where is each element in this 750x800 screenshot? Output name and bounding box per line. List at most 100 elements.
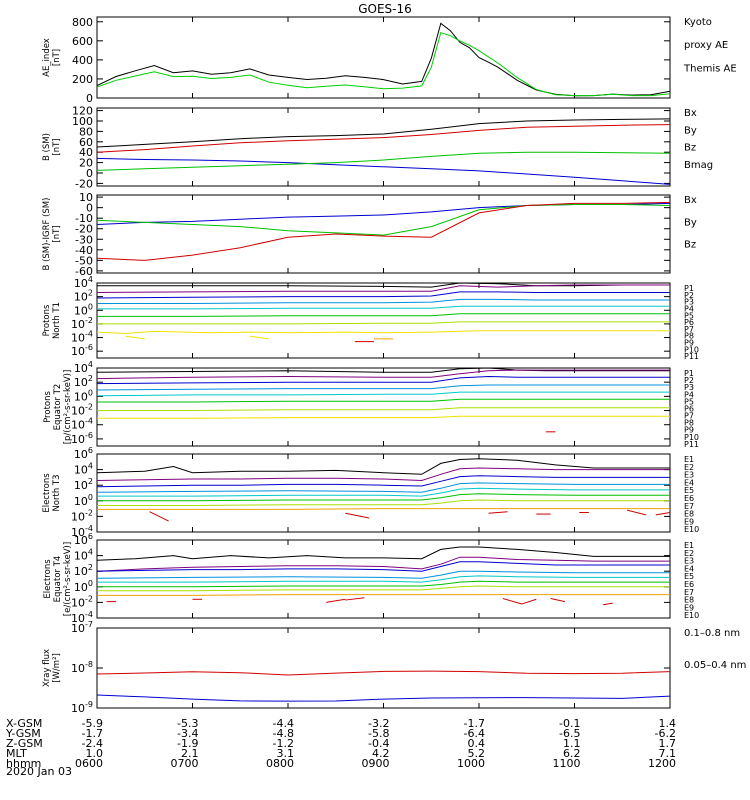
legend-entry: E5 [684, 486, 694, 495]
ephemeris-value: 0800 [266, 757, 294, 770]
date-label: 2020 Jan 03 [6, 765, 72, 778]
legend-entry: P5 [684, 311, 694, 320]
ephemeris-value: -2.4 [82, 737, 103, 750]
legend-entry: E4 [684, 478, 694, 487]
legend-entry: Bz [684, 240, 696, 251]
y-tick-label: 10-6 [71, 343, 93, 358]
series-line-e2 [96, 467, 670, 482]
ephemeris-value: -4.8 [273, 727, 294, 740]
y-tick-label: 20 [79, 157, 93, 170]
ephemeris-value: 1.0 [86, 747, 104, 760]
series-line-e3 [96, 561, 670, 572]
ephemeris-value: -1.2 [273, 737, 294, 750]
y-tick-label: 600 [72, 35, 93, 48]
ephemeris-value: 0.4 [468, 737, 486, 750]
y-tick-label: -10 [75, 212, 93, 225]
ephemeris-value: -0.1 [559, 717, 580, 730]
legend-entry: E4 [684, 564, 694, 573]
y-axis-label: North T3 [52, 474, 62, 511]
y-tick-label: 60 [79, 136, 93, 149]
legend-entry: Bmag [684, 160, 713, 171]
data-fragment [125, 335, 145, 340]
y-tick-label: 106 [74, 446, 93, 461]
series-line-e6 [97, 493, 670, 502]
series-line-e1 [96, 458, 670, 475]
ephemeris-value: -6.4 [464, 727, 485, 740]
data-fragment [603, 602, 613, 606]
data-fragment [550, 598, 566, 603]
series-line-e1 [96, 546, 670, 561]
data-fragment [326, 598, 346, 603]
ephemeris-value: -1.9 [177, 737, 198, 750]
legend-entry: By [684, 217, 697, 228]
y-tick-label: 10-4 [71, 417, 93, 432]
series-line-p6 [97, 313, 670, 317]
ephemeris-value: -1.7 [464, 717, 485, 730]
series-line-e7 [97, 585, 670, 592]
legend-entry: E8 [684, 510, 694, 519]
ephemeris-value: -0.4 [368, 737, 389, 750]
series-line-0-1-0-8-nm [96, 670, 671, 676]
series-line-p5 [97, 305, 670, 310]
series-line-e8 [97, 594, 670, 596]
y-tick-label: 104 [74, 462, 93, 477]
legend-entry: E7 [684, 588, 694, 597]
y-tick-label: 0 [86, 202, 93, 215]
legend-entry: E3 [684, 557, 694, 566]
y-tick-label: 100 [74, 388, 93, 403]
legend-entry: E6 [684, 580, 694, 589]
ephemeris-value: -6.2 [655, 727, 676, 740]
y-tick-label: 106 [74, 532, 93, 547]
series-line-kyoto-proxy-ae [96, 31, 671, 97]
y-tick-label: 10 [79, 191, 93, 204]
series-line-p5 [96, 391, 670, 397]
legend-entry: Bx [684, 108, 697, 119]
y-tick-label: -20 [75, 223, 93, 236]
ephemeris-value: -5.8 [368, 727, 389, 740]
legend-entry: E10 [684, 525, 699, 534]
legend-entry: E6 [684, 494, 694, 503]
ephemeris-value: -3.2 [368, 717, 389, 730]
ephemeris-value: 1000 [457, 757, 485, 770]
ephemeris-value: -3.4 [177, 727, 198, 740]
legend-entry: P2 [684, 376, 694, 385]
ephemeris-value: -5.3 [177, 717, 198, 730]
series-line-0-05-0-4-nm [96, 694, 671, 702]
y-axis-label: [nT] [52, 49, 62, 66]
legend-entry: E1 [684, 455, 694, 464]
ephemeris-value: -6.5 [559, 727, 580, 740]
legend-entry: By [684, 125, 697, 136]
legend-entry: E7 [684, 502, 694, 511]
y-tick-label: 400 [72, 54, 93, 67]
ephemeris-value: 1.7 [659, 737, 677, 750]
legend-entry: P5 [684, 397, 694, 406]
y-tick-label: 200 [72, 73, 93, 86]
data-fragment [655, 512, 671, 516]
y-axis-label: Equator T2 [53, 384, 63, 431]
legend-entry: Kyoto [684, 17, 712, 28]
legend-entry: 0.1–0.8 nm [684, 628, 740, 639]
series-line-bz [96, 124, 671, 153]
legend-entry: E10 [684, 611, 699, 620]
panel-frame [96, 627, 671, 709]
legend-entry: P1 [684, 369, 694, 378]
data-fragment [626, 509, 647, 516]
y-tick-label: 10-2 [71, 403, 93, 418]
y-axis-label: Equator T4 [53, 556, 63, 603]
ephemeris-row-label: hhmm [6, 757, 41, 770]
legend-entry: E3 [684, 471, 694, 480]
legend-entry: P3 [684, 298, 694, 307]
y-tick-label: 102 [74, 563, 93, 578]
series-line-e5 [97, 575, 670, 583]
y-axis-label: [p/(cm²-s-sr-keV)] [63, 370, 73, 445]
ephemeris-table: X-GSM -5.9 -5.3 -4.4 -3.2 -1.7 -0.1 1.4 Y-GSM -1.… [5, 717, 676, 770]
legend-entry: P10 [684, 433, 699, 442]
ephemeris-row-label: X-GSM [6, 717, 42, 730]
legend-entry: Bx [684, 195, 697, 206]
panel-frame [96, 194, 671, 274]
y-tick-label: 120 [72, 105, 93, 118]
